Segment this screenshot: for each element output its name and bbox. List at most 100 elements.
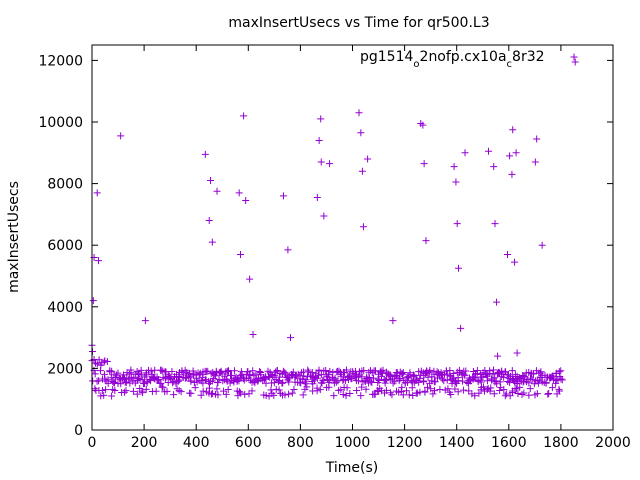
outlier-point — [249, 331, 257, 339]
data-point — [225, 367, 233, 375]
outlier-point — [455, 264, 463, 272]
data-point — [177, 388, 185, 396]
data-point — [152, 387, 160, 395]
data-point — [108, 392, 116, 400]
data-point — [493, 380, 501, 388]
data-point — [420, 378, 428, 386]
data-point — [221, 372, 229, 380]
data-point — [325, 383, 333, 391]
data-point — [496, 386, 504, 394]
data-point — [137, 366, 145, 374]
data-point — [471, 392, 479, 400]
data-point — [96, 367, 104, 375]
outlier-point — [494, 352, 502, 360]
data-point — [230, 367, 238, 375]
data-point — [391, 377, 399, 385]
data-point — [346, 390, 354, 398]
data-point — [483, 386, 491, 394]
outlier-point — [450, 163, 458, 171]
data-point — [214, 379, 222, 387]
data-point — [142, 371, 150, 379]
data-point — [228, 371, 236, 379]
data-point — [500, 386, 508, 394]
plot-area — [88, 58, 579, 400]
data-point — [460, 386, 468, 394]
x-tick-label: 1600 — [491, 435, 527, 451]
data-point — [157, 366, 165, 374]
data-point — [552, 377, 560, 385]
data-point — [555, 385, 563, 393]
outlier-point — [201, 150, 209, 158]
data-point — [277, 389, 285, 397]
outlier-point — [246, 275, 254, 283]
outlier-point — [422, 237, 430, 245]
data-point — [157, 379, 165, 387]
data-point — [219, 377, 227, 385]
data-point — [360, 366, 368, 374]
data-point — [342, 366, 350, 374]
data-point — [102, 386, 110, 394]
x-axis: 0 200 400 600 800 1000 1200 1400 1600 1800 2000 — [88, 45, 631, 451]
x-tick-label: 600 — [235, 435, 262, 451]
outlier-point — [240, 112, 248, 120]
data-point — [100, 358, 108, 366]
data-point — [322, 367, 330, 375]
outlier-point — [208, 238, 216, 246]
data-point — [288, 389, 296, 397]
data-point — [275, 386, 283, 394]
data-point — [217, 368, 225, 376]
outlier-point — [117, 132, 125, 140]
data-point — [138, 387, 146, 395]
outlier-point — [315, 136, 323, 144]
outlier-point — [493, 298, 501, 306]
data-point — [98, 386, 106, 394]
data-point — [325, 371, 333, 379]
outlier-point — [512, 149, 520, 157]
data-point — [285, 390, 293, 398]
data-point — [120, 371, 128, 379]
data-point — [491, 374, 499, 382]
data-point — [187, 377, 195, 385]
data-point — [125, 370, 133, 378]
data-point — [97, 392, 105, 400]
outlier-point — [89, 347, 97, 355]
x-tick-label: 200 — [131, 435, 158, 451]
data-point — [91, 370, 99, 378]
data-point — [148, 370, 156, 378]
data-point — [446, 367, 454, 375]
outlier-point — [509, 126, 517, 134]
data-point — [416, 374, 424, 382]
data-point — [480, 383, 488, 391]
data-point — [516, 383, 524, 391]
data-point — [281, 368, 289, 376]
data-point — [122, 387, 130, 395]
y-tick-label: 0 — [74, 423, 83, 439]
data-point — [142, 385, 150, 393]
data-point — [147, 367, 155, 375]
outlier-point — [207, 177, 215, 185]
y-tick-label: 12000 — [38, 53, 83, 69]
data-point — [112, 373, 120, 381]
y-axis: 0 2000 4000 6000 8000 10000 12000 — [38, 53, 613, 439]
data-point — [548, 384, 556, 392]
data-point — [527, 374, 535, 382]
x-tick-label: 2000 — [595, 435, 631, 451]
data-point — [103, 357, 111, 365]
data-point — [449, 369, 457, 377]
data-point — [471, 373, 479, 381]
outlier-point — [389, 317, 397, 325]
data-point — [369, 374, 377, 382]
data-point — [542, 379, 550, 387]
data-point — [396, 375, 404, 383]
data-point — [408, 384, 416, 392]
data-point — [533, 390, 541, 398]
data-point — [244, 368, 252, 376]
data-point — [398, 383, 406, 391]
data-point — [389, 379, 397, 387]
data-point — [330, 392, 338, 400]
data-point — [558, 376, 566, 384]
x-tick-label: 800 — [287, 435, 314, 451]
data-point — [230, 378, 238, 386]
outlier-point — [511, 258, 519, 266]
outlier-point — [461, 149, 469, 157]
